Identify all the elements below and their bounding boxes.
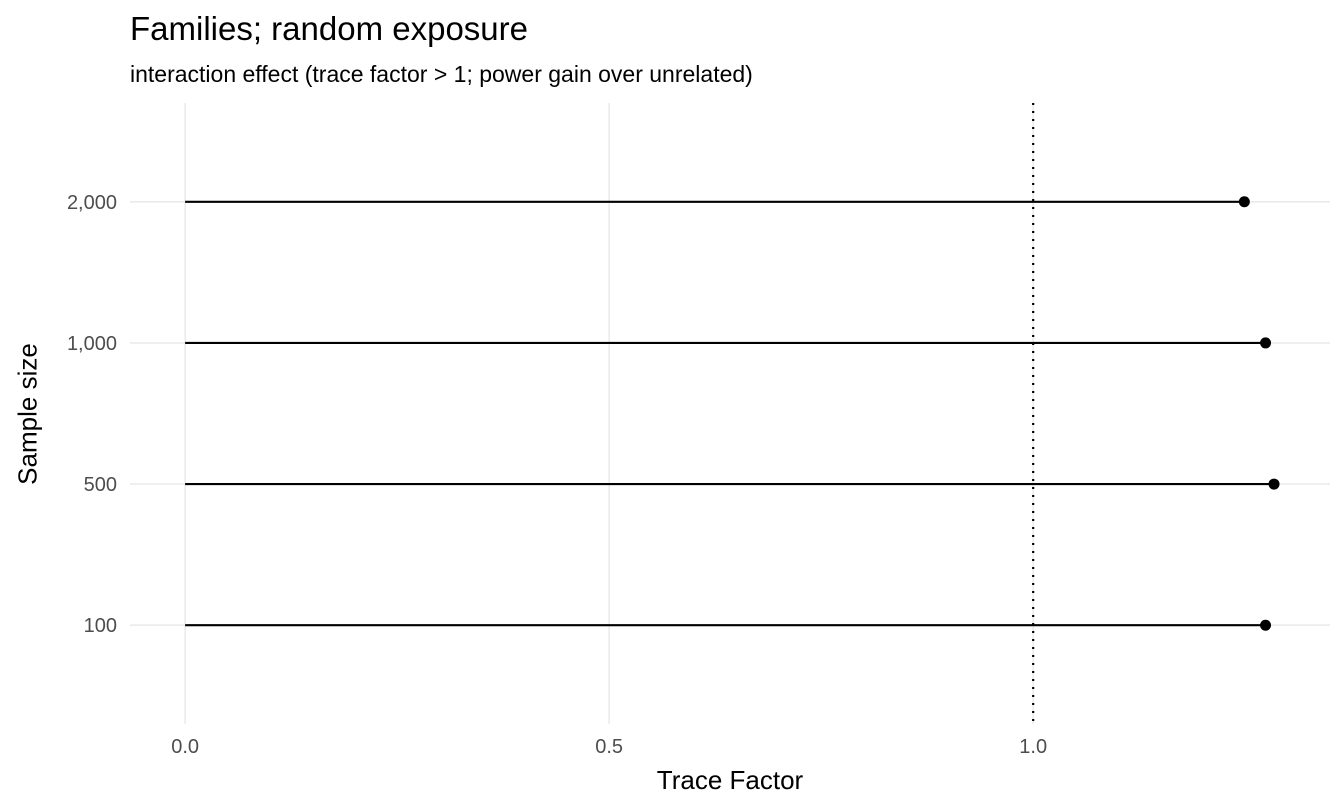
x-tick-label: 1.0 [1019, 736, 1047, 758]
lollipop-point [1260, 619, 1272, 631]
lollipop-point [1268, 478, 1280, 490]
y-axis-title: Sample size [12, 343, 43, 485]
lollipop-point [1238, 196, 1250, 208]
y-tick-label: 100 [84, 615, 117, 637]
x-tick-label: 0.5 [595, 736, 623, 758]
x-tick-label: 0.0 [171, 736, 199, 758]
grid-layer [130, 103, 1330, 724]
y-tick-label: 1,000 [67, 333, 117, 355]
chart-subtitle: interaction effect (trace factor > 1; po… [130, 61, 753, 87]
lollipop-point [1260, 337, 1272, 349]
axis-layer: 0.0 0.5 1.0 100 500 1,000 2,000 [67, 192, 1047, 758]
x-axis-title: Trace Factor [656, 765, 804, 795]
y-tick-label: 500 [84, 474, 117, 496]
y-tick-label: 2,000 [67, 192, 117, 214]
mark-layer [185, 196, 1280, 631]
chart-title: Families; random exposure [130, 10, 528, 47]
